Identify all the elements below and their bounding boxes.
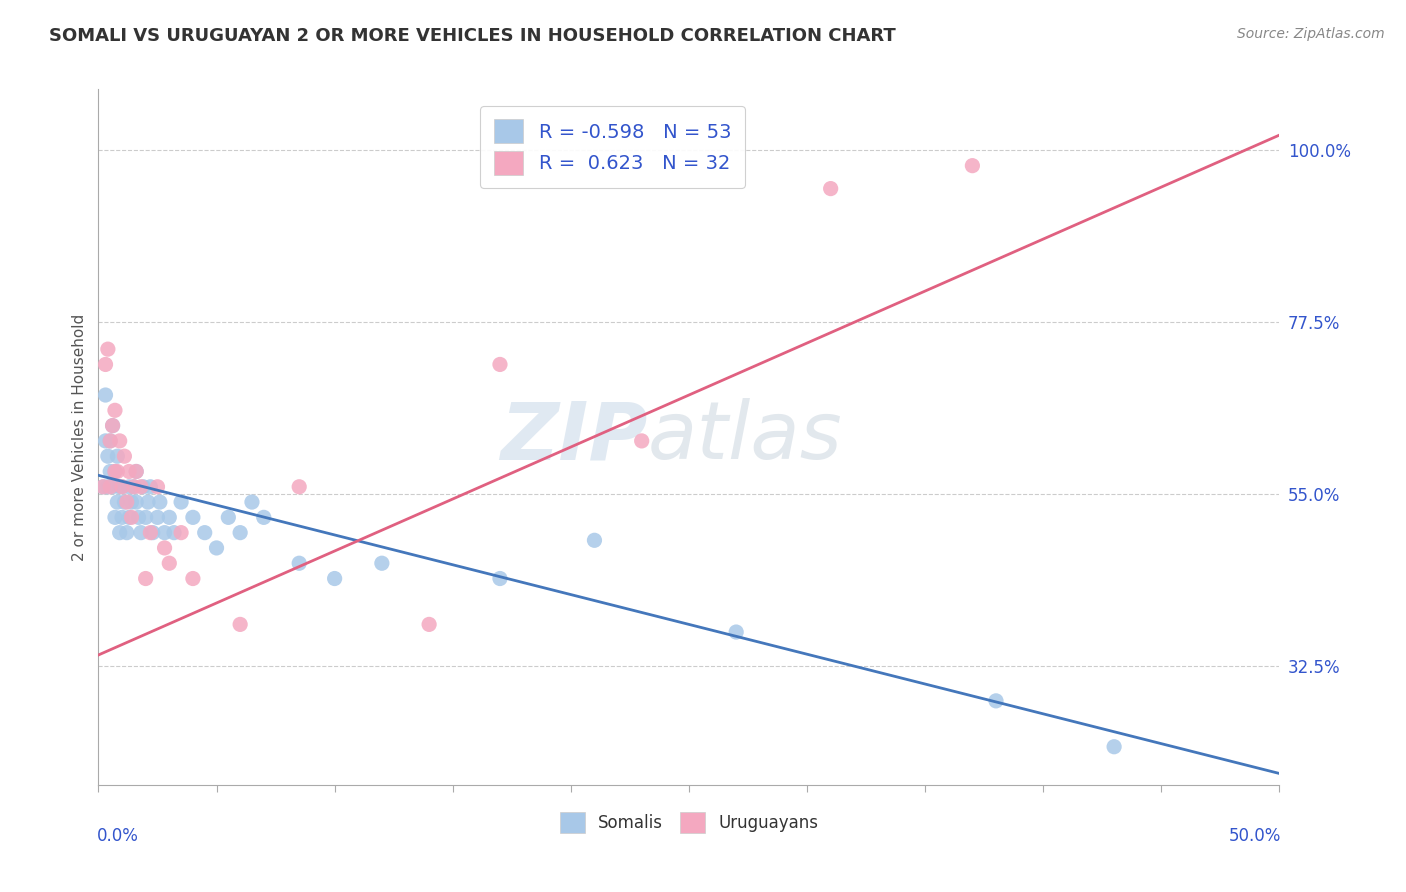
Point: [122, 480, 145, 494]
Point: [288, 480, 311, 494]
Point: [194, 525, 217, 540]
Point: [104, 465, 127, 479]
Text: 50.0%: 50.0%: [1229, 827, 1281, 845]
Point: [91, 480, 114, 494]
Point: [111, 480, 134, 494]
Point: [121, 510, 143, 524]
Point: [181, 572, 204, 586]
Point: [105, 449, 128, 463]
Point: [121, 495, 143, 509]
Y-axis label: 2 or more Vehicles in Household: 2 or more Vehicles in Household: [72, 313, 87, 561]
Point: [157, 556, 180, 570]
Point: [98, 434, 121, 448]
Point: [108, 480, 131, 494]
Point: [94, 434, 117, 448]
Point: [128, 510, 150, 524]
Point: [94, 358, 117, 372]
Point: [135, 572, 157, 586]
Text: SOMALI VS URUGUAYAN 2 OR MORE VEHICLES IN HOUSEHOLD CORRELATION CHART: SOMALI VS URUGUAYAN 2 OR MORE VEHICLES I…: [49, 27, 896, 45]
Point: [205, 541, 228, 555]
Point: [153, 525, 176, 540]
Point: [97, 342, 120, 356]
Point: [129, 525, 152, 540]
Point: [163, 525, 186, 540]
Point: [105, 465, 128, 479]
Point: [583, 533, 606, 548]
Point: [125, 495, 148, 509]
Point: [125, 465, 148, 479]
Point: [489, 572, 512, 586]
Point: [111, 480, 134, 494]
Point: [112, 495, 135, 509]
Point: [132, 480, 155, 494]
Point: [142, 525, 165, 540]
Point: [139, 525, 162, 540]
Point: [253, 510, 276, 524]
Point: [229, 617, 252, 632]
Point: [122, 480, 145, 494]
Point: [630, 434, 652, 448]
Point: [240, 495, 263, 509]
Text: 0.0%: 0.0%: [97, 827, 139, 845]
Point: [94, 388, 117, 402]
Point: [136, 495, 159, 509]
Point: [217, 510, 239, 524]
Point: [170, 495, 193, 509]
Point: [984, 694, 1007, 708]
Point: [288, 556, 311, 570]
Point: [135, 510, 157, 524]
Point: [98, 480, 121, 494]
Point: [115, 495, 138, 509]
Point: [108, 525, 131, 540]
Point: [101, 418, 124, 433]
Point: [105, 495, 128, 509]
Point: [118, 465, 141, 479]
Point: [125, 465, 148, 479]
Point: [97, 480, 120, 494]
Point: [104, 465, 127, 479]
Point: [181, 510, 204, 524]
Point: [118, 510, 141, 524]
Point: [104, 510, 127, 524]
Point: [97, 449, 120, 463]
Point: [153, 541, 176, 555]
Point: [115, 525, 138, 540]
Point: [146, 510, 169, 524]
Point: [489, 358, 512, 372]
Point: [98, 434, 121, 448]
Point: [170, 525, 193, 540]
Legend: Somalis, Uruguayans: Somalis, Uruguayans: [553, 805, 825, 839]
Point: [118, 480, 141, 494]
Point: [371, 556, 394, 570]
Point: [108, 434, 131, 448]
Point: [157, 510, 180, 524]
Point: [149, 495, 172, 509]
Point: [98, 465, 121, 479]
Point: [1102, 739, 1125, 754]
Point: [112, 449, 135, 463]
Point: [91, 480, 114, 494]
Text: Source: ZipAtlas.com: Source: ZipAtlas.com: [1237, 27, 1385, 41]
Point: [146, 480, 169, 494]
Point: [323, 572, 346, 586]
Point: [104, 403, 127, 417]
Text: atlas: atlas: [648, 398, 842, 476]
Text: ZIP: ZIP: [501, 398, 648, 476]
Point: [725, 625, 748, 640]
Point: [101, 418, 124, 433]
Point: [820, 181, 842, 195]
Point: [418, 617, 440, 632]
Point: [101, 480, 124, 494]
Point: [229, 525, 252, 540]
Point: [129, 480, 152, 494]
Point: [139, 480, 162, 494]
Point: [962, 159, 984, 173]
Point: [111, 510, 134, 524]
